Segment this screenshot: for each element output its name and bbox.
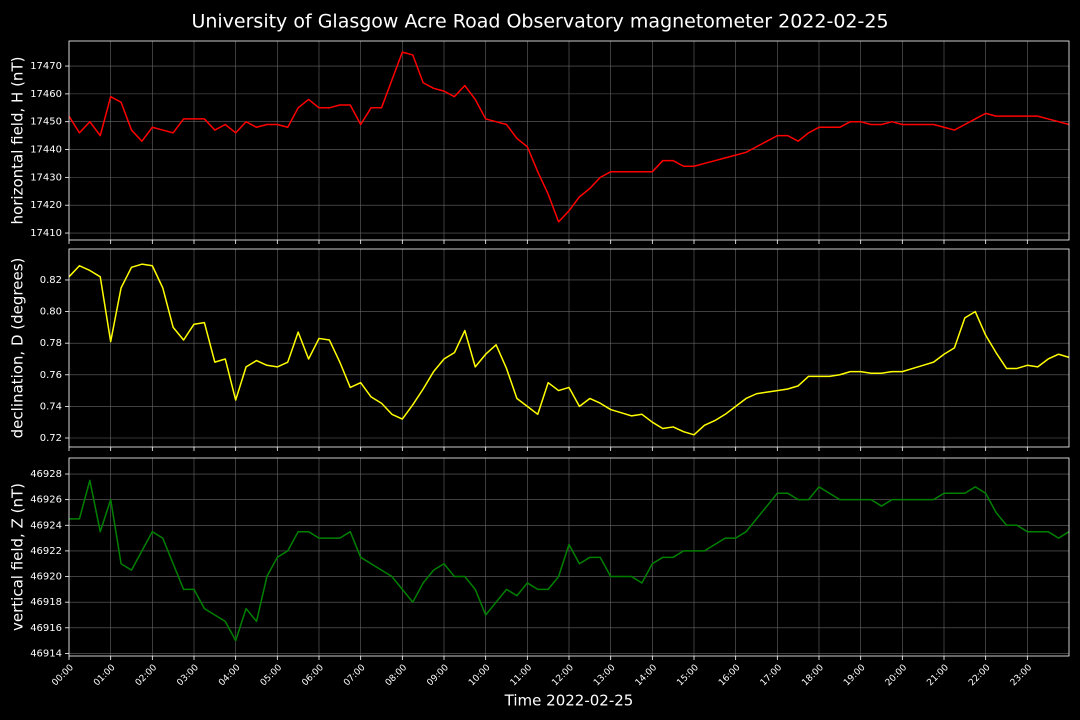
- y-tick-label: 46920: [30, 572, 62, 583]
- y-tick-label: 46928: [30, 469, 62, 480]
- axes-frame: [68, 40, 1070, 241]
- y-tick-label: 17440: [30, 145, 62, 156]
- data-line: [68, 263, 1070, 436]
- x-axis-label: Time 2022-02-25: [504, 692, 634, 710]
- y-tick-label: 46924: [30, 520, 62, 531]
- y-tick-label: 46916: [30, 623, 62, 634]
- axes-frame: [68, 248, 1070, 448]
- y-tick-label: 0.74: [40, 401, 62, 412]
- y-tick-label: 46926: [30, 495, 62, 506]
- y-tick-label: 17470: [30, 61, 62, 72]
- y-tick-label: 46922: [30, 546, 62, 557]
- y-tick-label: 17420: [30, 200, 62, 211]
- axes-frame: [68, 457, 1070, 657]
- y-tick-label: 0.72: [40, 433, 62, 444]
- y-axis-label: declination, D (degrees): [9, 258, 27, 439]
- y-axis-label: vertical field, Z (nT): [9, 483, 27, 631]
- y-tick-label: 17460: [30, 89, 62, 100]
- y-tick-label: 17450: [30, 117, 62, 128]
- y-tick-label: 0.76: [40, 370, 62, 381]
- data-line: [69, 479, 1070, 642]
- y-tick-label: 0.82: [40, 275, 62, 286]
- y-tick-label: 46918: [30, 597, 62, 608]
- y-tick-label: 46914: [30, 648, 62, 659]
- y-tick-label: 17430: [30, 172, 62, 183]
- y-tick-label: 0.80: [40, 307, 62, 318]
- y-tick-label: 0.78: [40, 338, 62, 349]
- figure-title: University of Glasgow Acre Road Observat…: [191, 11, 888, 33]
- y-tick-label: 17410: [30, 228, 62, 239]
- data-line: [68, 51, 1070, 223]
- y-axis-label: horizontal field, H (nT): [9, 57, 27, 225]
